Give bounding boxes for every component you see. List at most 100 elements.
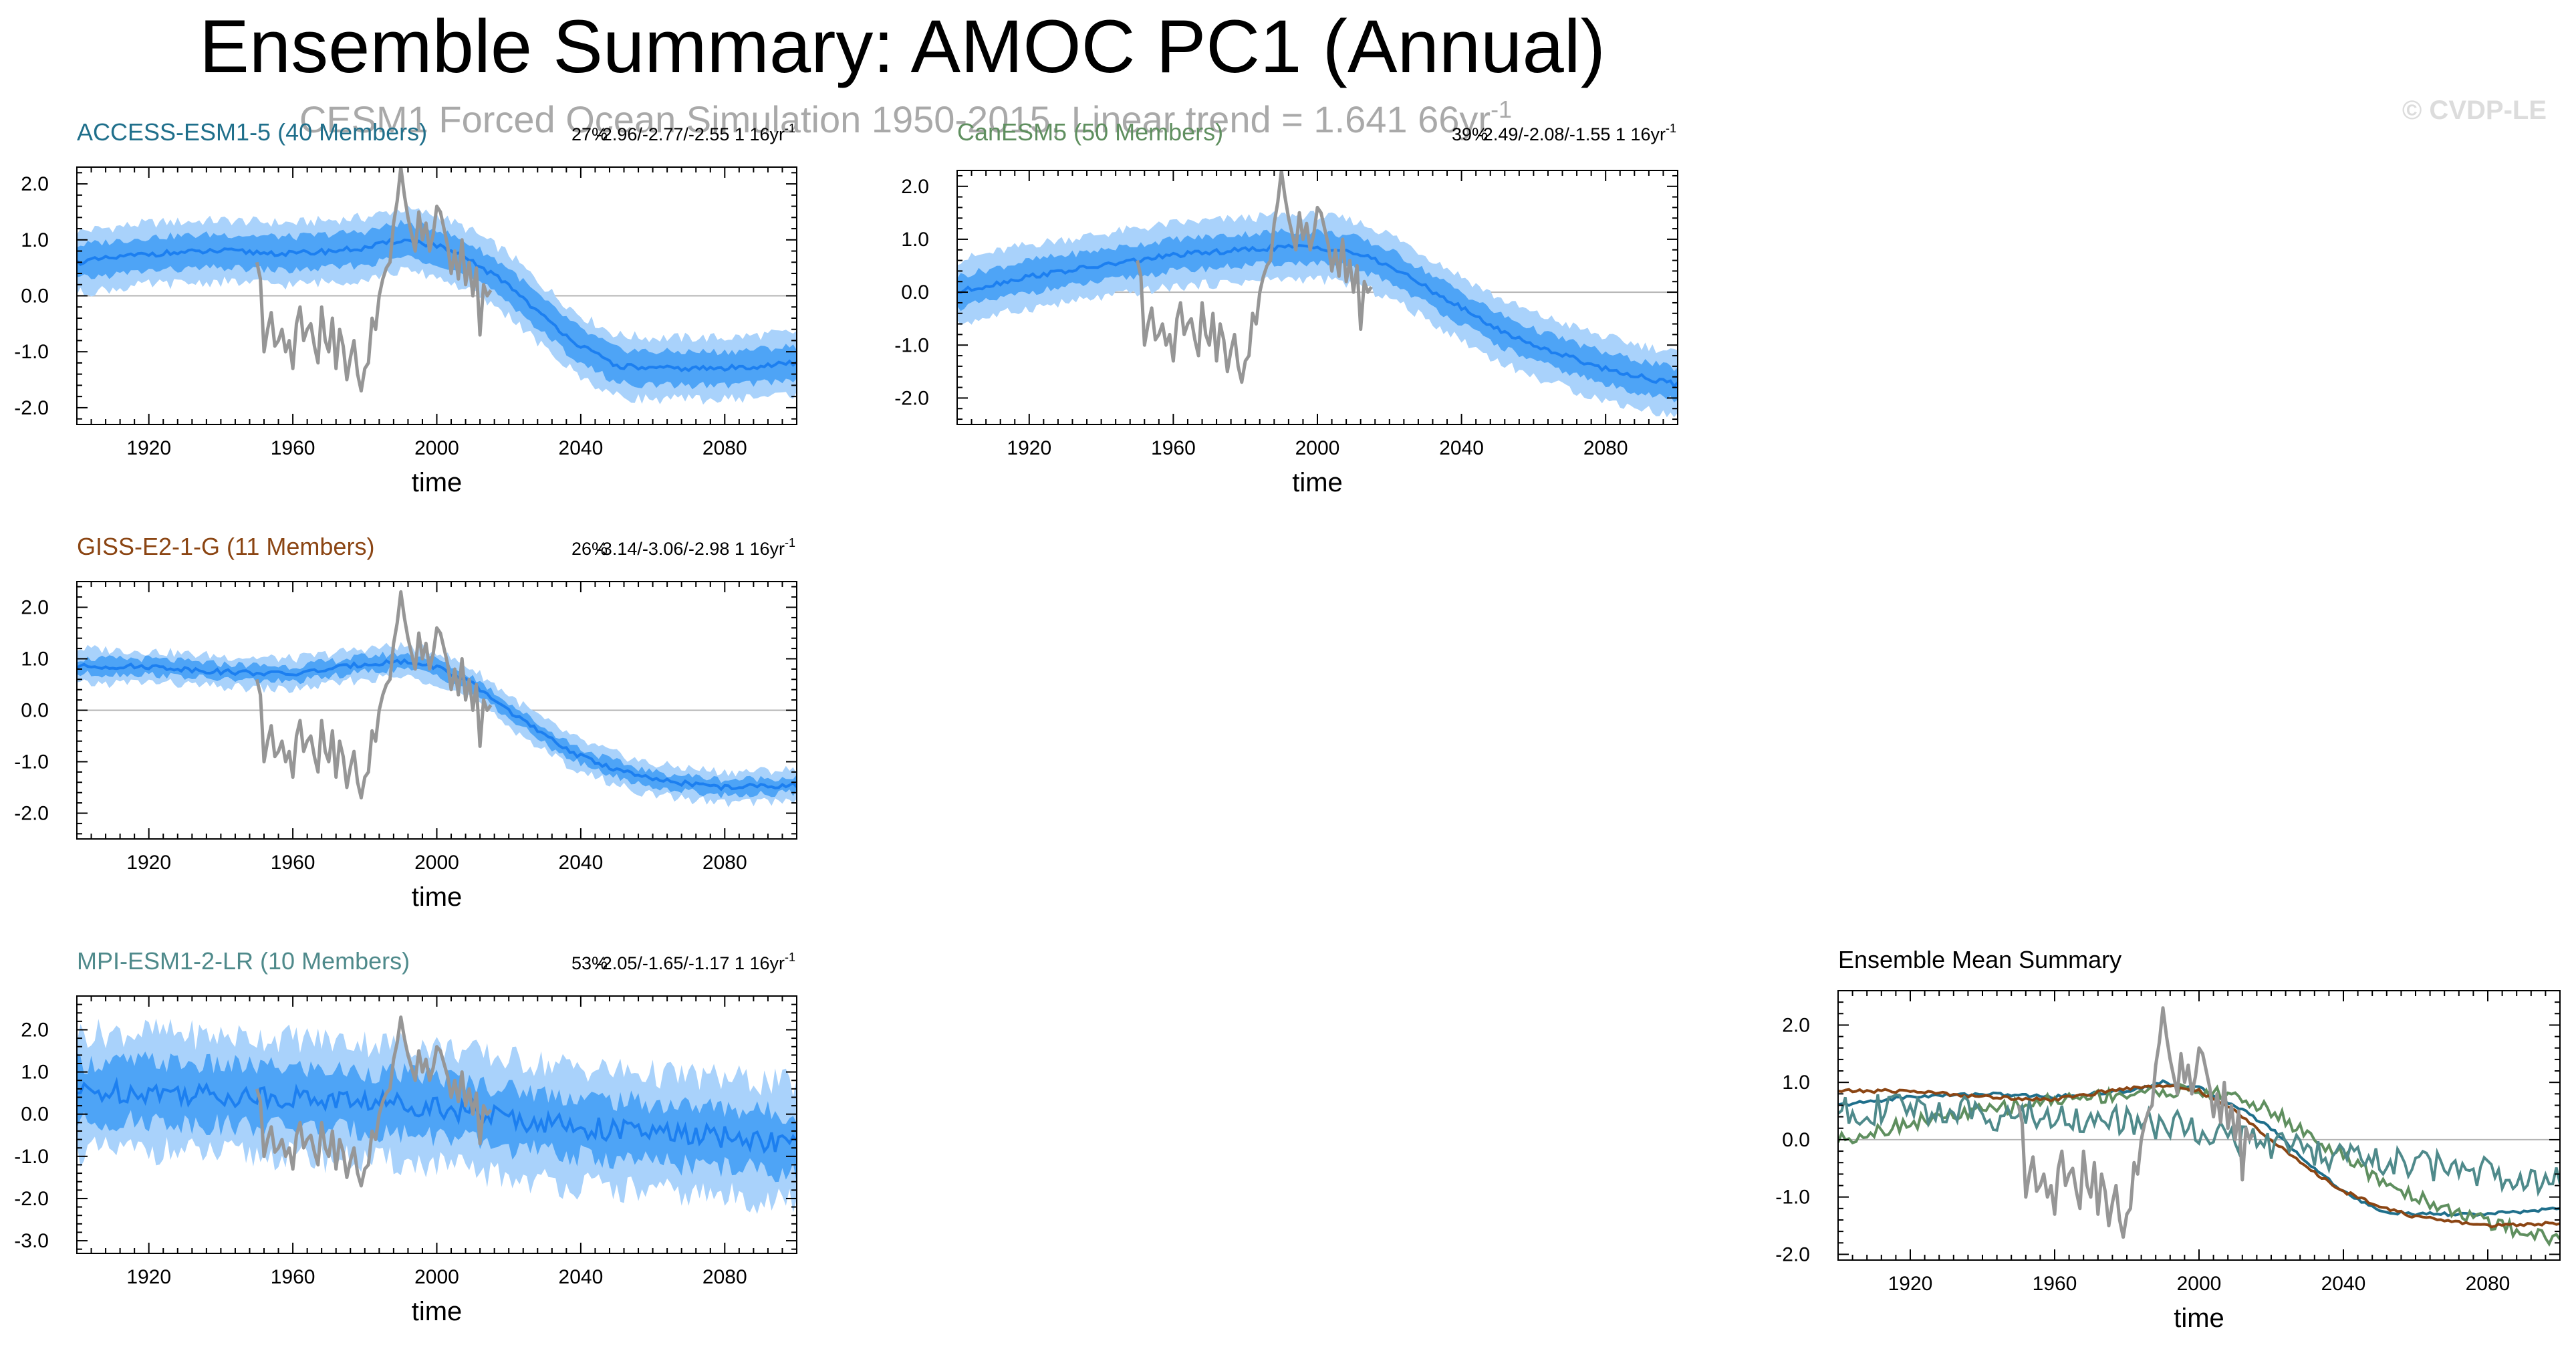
y-tick-label: -2.0	[14, 803, 49, 825]
panel-title: MPI-ESM1-2-LR (10 Members)	[77, 947, 410, 975]
y-tick-label: 1.0	[21, 1062, 49, 1084]
series-line	[1838, 1079, 2560, 1218]
ensemble-mean-line	[77, 1076, 797, 1154]
ensemble-mean-line	[77, 658, 797, 791]
observation-line	[255, 1015, 493, 1188]
plot-area	[1838, 1006, 2560, 1247]
y-tick-label: 2.0	[21, 173, 49, 195]
y-tick-label: 1.0	[901, 229, 929, 251]
x-tick-label: 2040	[559, 852, 604, 874]
y-tick-label: 2.0	[21, 1019, 49, 1041]
x-tick-label: 2040	[1439, 437, 1484, 459]
observation-line	[1136, 170, 1373, 384]
x-tick-label: 2000	[414, 437, 459, 459]
x-tick-label: 1920	[126, 437, 171, 459]
x-tick-label: 2080	[702, 852, 747, 874]
plot-area	[77, 167, 797, 405]
x-tick-label: 2080	[702, 437, 747, 459]
figure-subtitle: CESM1 Forced Ocean Simulation 1950-2015,…	[299, 96, 1512, 140]
y-tick-label: -2.0	[894, 387, 929, 409]
x-axis-label: time	[1292, 468, 1343, 497]
x-tick-label: 2080	[702, 1266, 747, 1288]
inner-spread-band	[957, 228, 1678, 402]
x-tick-label: 2000	[414, 1266, 459, 1288]
panel-title: Ensemble Mean Summary	[1838, 946, 2121, 973]
stats-percent: 27%	[571, 124, 608, 144]
x-axis-label: time	[412, 1297, 463, 1326]
stats-percent: 53%	[571, 953, 608, 973]
x-tick-label: 1960	[2033, 1273, 2077, 1295]
x-tick-label: 1920	[126, 852, 171, 874]
y-tick-label: 1.0	[21, 648, 49, 670]
y-tick-label: -3.0	[14, 1230, 49, 1252]
y-tick-label: 0.0	[901, 281, 929, 303]
y-tick-label: 0.0	[21, 285, 49, 307]
plot-frame	[1837, 990, 2561, 1261]
panel-title: ACCESS-ESM1-5 (40 Members)	[77, 118, 427, 146]
panel-summary: Ensemble Mean Summary 1920 1960 2000 2040 208…	[1775, 946, 2561, 1333]
plot-area	[77, 590, 797, 808]
plot-area	[77, 1015, 797, 1215]
figure-title: Ensemble Summary: AMOC PC1 (Annual)	[199, 5, 1605, 88]
stats-percent: 26%	[571, 539, 608, 559]
y-tick-label: -2.0	[14, 1188, 49, 1210]
y-tick-label: 2.0	[21, 597, 49, 619]
watermark: © CVDP-LE	[2402, 96, 2547, 125]
x-axis-label: time	[412, 882, 463, 912]
y-tick-label: 2.0	[1782, 1014, 1810, 1036]
x-axis-label: time	[2174, 1304, 2224, 1333]
y-tick-label: 1.0	[21, 229, 49, 251]
x-tick-label: 1960	[271, 852, 315, 874]
panel-giss: GISS-E2-1-G (11 Members) 26%-3.14/-3.06/-…	[14, 533, 797, 912]
x-tick-label: 2000	[1295, 437, 1340, 459]
x-tick-label: 1960	[271, 1266, 315, 1288]
panel-title: GISS-E2-1-G (11 Members)	[77, 533, 374, 560]
stats-trend: -2.49/-2.08/-1.55 1 16yr-1	[1477, 122, 1676, 144]
series-line	[1838, 1084, 2560, 1229]
stats-trend: -2.96/-2.77/-2.55 1 16yr-1	[596, 122, 795, 144]
observation-line	[255, 590, 493, 799]
y-tick-label: 0.0	[21, 1104, 49, 1126]
x-tick-label: 2040	[559, 1266, 604, 1288]
inner-spread-band	[77, 219, 797, 390]
stats-trend: -2.05/-1.65/-1.17 1 16yr-1	[596, 951, 795, 973]
x-tick-label: 2000	[414, 852, 459, 874]
y-tick-label: 2.0	[901, 176, 929, 198]
ensemble-mean-line	[957, 243, 1678, 389]
y-tick-label: -1.0	[14, 1146, 49, 1168]
x-axis-label: time	[412, 468, 463, 497]
inner-spread-band	[77, 651, 797, 799]
series-line	[1838, 1093, 2560, 1197]
y-tick-label: -1.0	[14, 341, 49, 363]
ensemble-mean-line	[77, 237, 797, 372]
x-tick-label: 2080	[2466, 1273, 2510, 1295]
x-tick-label: 2040	[2321, 1273, 2366, 1295]
stats-trend: -3.14/-3.06/-2.98 1 16yr-1	[596, 536, 795, 559]
y-tick-label: -1.0	[1775, 1187, 1810, 1209]
observation-line	[2017, 1006, 2255, 1239]
x-tick-label: 1960	[1151, 437, 1196, 459]
x-tick-label: 2000	[2177, 1273, 2222, 1295]
y-tick-label: -2.0	[1775, 1243, 1810, 1265]
y-tick-label: 0.0	[21, 700, 49, 722]
y-tick-label: -2.0	[14, 397, 49, 419]
observation-line	[255, 167, 493, 393]
x-tick-label: 1920	[126, 1266, 171, 1288]
y-tick-label: -1.0	[14, 751, 49, 773]
panel-canesm: CanESM5 (50 Members) 39%-2.49/-2.08/-1.55…	[894, 118, 1678, 497]
panel-title: CanESM5 (50 Members)	[957, 118, 1223, 146]
x-tick-label: 1920	[1007, 437, 1051, 459]
x-tick-label: 1920	[1888, 1273, 1933, 1295]
y-tick-label: -1.0	[894, 334, 929, 356]
x-tick-label: 1960	[271, 437, 315, 459]
panel-mpi: MPI-ESM1-2-LR (10 Members) 53%-2.05/-1.65…	[14, 947, 797, 1326]
y-tick-label: 1.0	[1782, 1072, 1810, 1094]
inner-spread-band	[77, 1052, 797, 1184]
stats-percent: 39%	[1452, 124, 1488, 144]
y-tick-label: 0.0	[1782, 1129, 1810, 1151]
x-tick-label: 2040	[559, 437, 604, 459]
x-tick-label: 2080	[1583, 437, 1628, 459]
plot-area	[957, 170, 1678, 418]
panel-access: ACCESS-ESM1-5 (40 Members) 27%-2.96/-2.77…	[14, 118, 797, 497]
